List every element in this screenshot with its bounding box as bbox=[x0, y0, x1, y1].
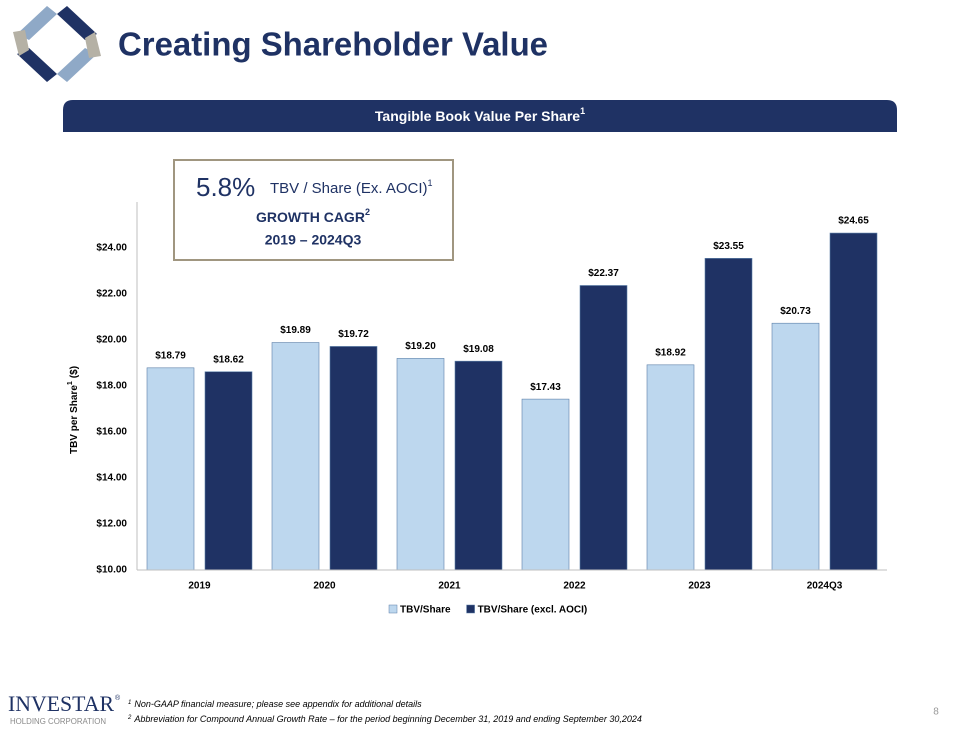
page-number: 8 bbox=[933, 707, 939, 718]
footnote-number: 2 bbox=[127, 715, 132, 721]
value-label: $18.79 bbox=[155, 350, 186, 361]
chart-title-text: Tangible Book Value Per Share bbox=[375, 108, 580, 124]
legend-label: TBV/Share bbox=[400, 605, 451, 616]
callout-label-sup: 2 bbox=[365, 207, 370, 217]
logo-mark: ® bbox=[115, 694, 121, 702]
bar bbox=[271, 342, 320, 571]
callout-metric: TBV / Share (Ex. AOCI)1 bbox=[270, 178, 433, 197]
y-tick-label: $22.00 bbox=[96, 289, 127, 300]
footnote-text: Abbreviation for Compound Annual Growth … bbox=[133, 714, 642, 724]
y-tick-label: $24.00 bbox=[96, 243, 127, 254]
legend-label: TBV/Share (excl. AOCI) bbox=[478, 605, 588, 616]
x-tick-label: 2022 bbox=[563, 581, 586, 592]
legend-swatch bbox=[466, 604, 475, 614]
value-label: $19.08 bbox=[463, 344, 494, 355]
bar bbox=[396, 358, 445, 571]
bar bbox=[454, 360, 503, 571]
bar bbox=[704, 258, 753, 571]
y-tick-label: $20.00 bbox=[96, 335, 127, 346]
y-tick-label: $14.00 bbox=[96, 473, 127, 484]
value-label: $19.89 bbox=[280, 325, 311, 336]
bar bbox=[329, 346, 378, 571]
value-label: $20.73 bbox=[780, 306, 811, 317]
logo-emblem bbox=[13, 6, 101, 82]
callout-label-text: GROWTH CAGR bbox=[256, 209, 365, 225]
x-tick-label: 2021 bbox=[438, 581, 461, 592]
footnote-number: 1 bbox=[128, 700, 131, 706]
bar bbox=[521, 398, 570, 571]
footnote: 2 Abbreviation for Compound Annual Growth… bbox=[127, 714, 642, 724]
chart-title: Tangible Book Value Per Share1 bbox=[375, 106, 585, 123]
value-label: $19.72 bbox=[338, 329, 369, 340]
callout-label: GROWTH CAGR2 bbox=[256, 207, 370, 224]
chart-title-sup: 1 bbox=[580, 106, 585, 116]
value-label: $18.92 bbox=[655, 347, 686, 358]
logo-name: INVESTAR bbox=[8, 691, 114, 716]
callout-value: 5.8% bbox=[196, 172, 255, 202]
bar bbox=[829, 232, 878, 571]
value-label: $18.62 bbox=[213, 354, 244, 365]
value-label: $23.55 bbox=[713, 241, 744, 252]
value-label: $22.37 bbox=[588, 268, 619, 279]
bar bbox=[146, 367, 195, 571]
bar bbox=[204, 371, 253, 571]
value-label: $19.20 bbox=[405, 341, 436, 352]
y-axis-label-unit: ($) bbox=[69, 366, 80, 378]
banner bbox=[63, 100, 897, 132]
value-label: $17.43 bbox=[530, 382, 561, 393]
callout-metric-text: TBV / Share (Ex. AOCI) bbox=[270, 180, 428, 197]
y-tick-label: $18.00 bbox=[96, 381, 127, 392]
callout-metric-sup: 1 bbox=[428, 178, 433, 188]
y-axis-label-sup: 1 bbox=[67, 381, 74, 385]
y-axis-label: TBV per Share1 ($) bbox=[67, 366, 79, 454]
x-tick-label: 2024Q3 bbox=[807, 581, 843, 592]
bar bbox=[646, 364, 695, 571]
x-tick-label: 2019 bbox=[188, 581, 211, 592]
footnote: 1 Non-GAAP financial measure; please see … bbox=[128, 699, 422, 709]
value-label: $24.65 bbox=[838, 216, 869, 227]
x-tick-label: 2020 bbox=[313, 581, 336, 592]
callout-period: 2019 – 2024Q3 bbox=[265, 232, 362, 248]
y-axis-label-text: TBV per Share bbox=[69, 385, 80, 454]
legend-swatch bbox=[388, 604, 398, 614]
footnote-text: Non-GAAP financial measure; please see a… bbox=[134, 699, 422, 709]
y-tick-label: $12.00 bbox=[96, 519, 127, 530]
x-tick-label: 2023 bbox=[688, 581, 711, 592]
logo-subtitle: HOLDING CORPORATION bbox=[10, 717, 106, 726]
y-tick-label: $10.00 bbox=[96, 565, 127, 576]
bar bbox=[579, 285, 628, 571]
page-title: Creating Shareholder Value bbox=[118, 26, 548, 63]
callout-box bbox=[173, 159, 454, 261]
bar bbox=[771, 322, 820, 571]
y-tick-label: $16.00 bbox=[96, 427, 127, 438]
